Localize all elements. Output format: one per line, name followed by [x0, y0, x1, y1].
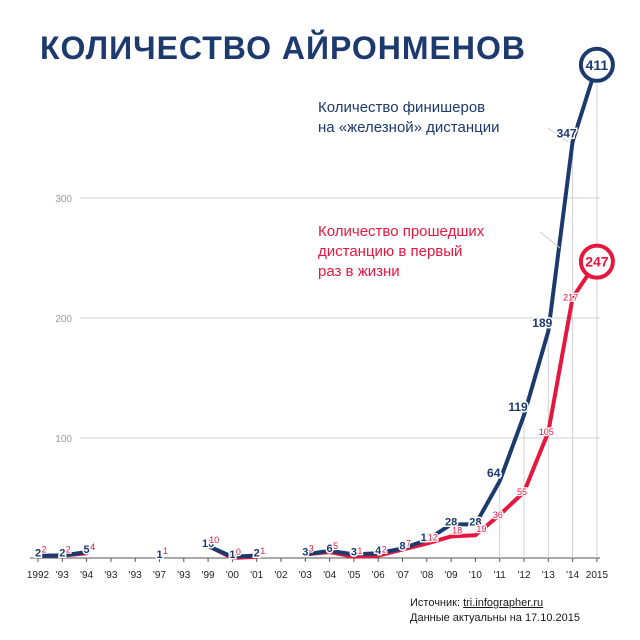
x-tick-label: '03 [299, 570, 312, 581]
end-label-finishers: 411 [586, 57, 609, 73]
x-tick-label: '94 [80, 570, 93, 581]
legend-first-time: Количество прошедших дистанцию в первый … [318, 222, 484, 282]
x-tick-label: '14 [566, 570, 579, 581]
data-label-first-time: 217 [563, 293, 578, 303]
data-label-first-time: 5 [333, 541, 338, 551]
series-line-finishers [36, 62, 599, 559]
data-label-finishers: 5 [84, 544, 90, 556]
data-label-first-time: 3 [309, 543, 314, 553]
x-tick-label: '93 [104, 570, 117, 581]
chart-title: КОЛИЧЕСТВО АЙРОНМЕНОВ [40, 30, 526, 66]
legend-first-time-line-2: дистанцию в первый [318, 243, 463, 260]
x-tick-label: 1992 [27, 570, 50, 581]
x-tick-label: '07 [396, 570, 409, 581]
data-label-first-time: 2 [66, 545, 71, 555]
x-tick-label: '09 [445, 570, 458, 581]
x-tick-label: '11 [494, 570, 507, 581]
data-label-finishers: 3 [351, 546, 357, 558]
x-tick-label: '99 [202, 570, 215, 581]
data-label-finishers: 10 [202, 538, 214, 550]
data-label-finishers: 64 [487, 466, 501, 480]
data-label-finishers: 15 [421, 532, 433, 544]
data-label-first-time: 19 [476, 524, 486, 534]
data-label-finishers: 1 [156, 549, 162, 561]
data-label-first-time: 36 [493, 510, 503, 520]
y-tick-label-100: 100 [55, 434, 72, 445]
data-label-first-time: 2 [382, 545, 387, 555]
data-label-first-time: 1 [260, 546, 265, 556]
legend-leader-finishers [547, 127, 569, 143]
x-tick-label: '04 [323, 570, 336, 581]
x-tick-label: '93 [129, 570, 142, 581]
x-tick-label: 2015 [586, 570, 609, 581]
source-note: Источник: tri.infographer.ru Данные акту… [410, 596, 580, 626]
x-tick-label: '06 [372, 570, 385, 581]
data-label-first-time: 4 [90, 542, 95, 552]
data-label-finishers: 8 [399, 540, 405, 552]
data-label-finishers: 189 [532, 316, 552, 330]
data-label-finishers: 2 [254, 548, 260, 560]
data-label-first-time: 18 [452, 525, 462, 535]
x-tick-label: '02 [274, 570, 287, 581]
data-label-finishers: 4 [375, 545, 382, 557]
legend-finishers-line-2: на «железной» дистанции [318, 119, 500, 136]
data-label-finishers: 28 [445, 516, 457, 528]
x-tick-label: '13 [542, 570, 555, 581]
x-tick-label: '00 [226, 570, 239, 581]
x-tick-label: '93 [56, 570, 69, 581]
data-label-finishers: 2 [35, 548, 41, 560]
source-prefix: Источник: [410, 597, 464, 609]
data-label-first-time: 1 [357, 546, 362, 556]
data-label-finishers: 119 [508, 400, 528, 414]
x-tick-label: '01 [250, 570, 263, 581]
data-label-first-time: 105 [539, 427, 554, 437]
end-point-finishers [578, 46, 615, 83]
data-label-finishers: 6 [327, 543, 333, 555]
data-label-finishers: 1 [229, 549, 235, 561]
x-tick-label: '10 [469, 570, 482, 581]
legend-first-time-line-1: Количество прошедших [318, 223, 485, 240]
data-label-first-time: 0 [236, 547, 241, 557]
x-tick-label: '97 [153, 570, 166, 581]
y-tick-label-300: 300 [55, 194, 72, 205]
data-label-first-time: 10 [209, 535, 219, 545]
legend-leader-first-time [539, 231, 561, 249]
x-tick-label: '05 [347, 570, 360, 581]
x-tick-label: '12 [517, 570, 530, 581]
legend-finishers: Количество финишеров на «железной» диста… [318, 98, 499, 138]
x-tick-label: '93 [177, 570, 190, 581]
legend-finishers-line-1: Количество финишеров [318, 99, 486, 116]
data-label-finishers: 2 [59, 548, 65, 560]
data-label-finishers: 347 [557, 127, 577, 141]
data-label-first-time: 1 [163, 546, 168, 556]
data-label-finishers: 28 [469, 516, 481, 528]
x-tick-label: '08 [420, 570, 433, 581]
source-link[interactable]: tri.infographer.ru [463, 597, 544, 609]
end-label-first-time: 247 [585, 254, 609, 270]
updated-note: Данные актуальны на 17.10.2015 [410, 612, 580, 624]
data-label-finishers: 3 [302, 546, 308, 558]
data-label-first-time: 12 [428, 533, 438, 543]
data-label-first-time: 55 [517, 487, 527, 497]
data-label-first-time: 7 [406, 539, 411, 549]
y-tick-label-200: 200 [55, 314, 72, 325]
end-point-first-time [578, 243, 615, 280]
legend-first-time-line-3: раз в жизни [318, 263, 400, 280]
data-label-first-time: 2 [41, 545, 46, 555]
